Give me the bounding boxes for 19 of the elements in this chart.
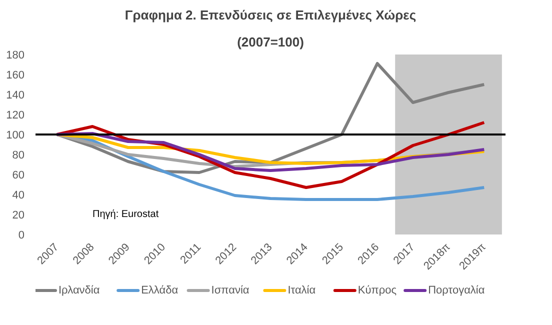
legend-label: Ελλάδα [141,284,179,296]
y-tick-label: 140 [6,90,25,102]
y-tick-label: 20 [12,210,25,222]
legend-label: Ιρλανδία [58,284,100,296]
legend-label: Ιταλία [288,284,316,296]
legend-label: Κύπρος [358,284,397,296]
y-tick-label: 40 [12,190,25,202]
y-tick-label: 180 [6,50,25,62]
legend-label: Πορτογαλία [428,284,486,296]
y-tick-label: 0 [18,230,25,242]
annotation: Πηγή: Eurostat [92,209,159,220]
chart-subtitle: (2007=100) [237,34,304,50]
chart-title: Γραφημα 2. Επενδύσεις σε Επιλεγμένες Χώρες [124,8,416,22]
y-tick-label: 60 [12,170,25,182]
y-tick-label: 100 [6,130,25,142]
y-tick-label: 120 [6,110,25,122]
y-tick-label: 80 [12,150,25,162]
y-tick-label: 160 [6,70,25,82]
legend-label: Ισπανία [211,284,250,296]
